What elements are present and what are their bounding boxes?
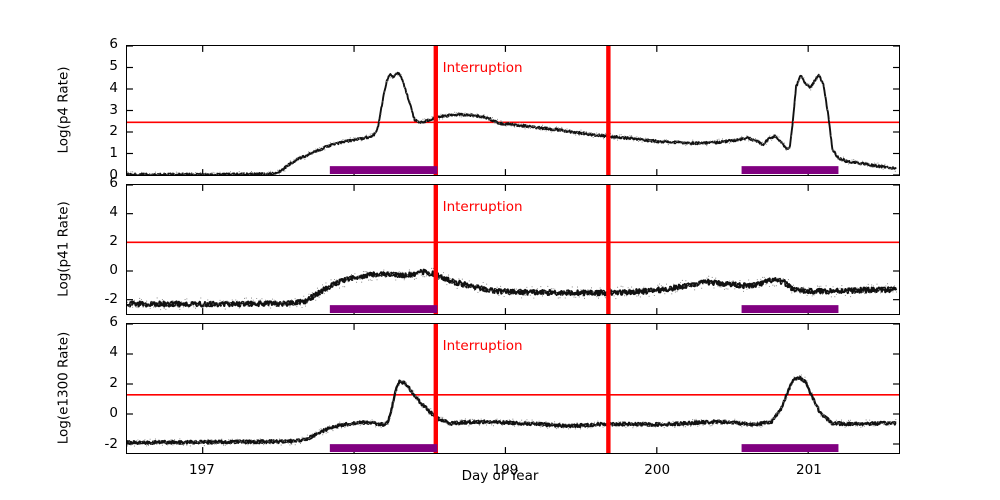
y-tick-label: 6: [109, 314, 118, 330]
y-tick-label: 4: [109, 79, 118, 96]
y-tick-label: 6: [109, 36, 118, 52]
y-tick-label: 0: [109, 167, 118, 183]
y-axis-label-p4: Log(p4 Rate): [55, 65, 71, 154]
plot-canvas-e1300: [127, 324, 899, 453]
plot-panel-p4: [126, 45, 900, 176]
x-tick-label: 197: [188, 462, 215, 478]
y-tick-label: 4: [109, 204, 118, 221]
coverage-bar: [741, 305, 839, 314]
interruption-label-e1300: Interruption: [442, 338, 523, 354]
coverage-bar: [329, 444, 438, 453]
interruption-label-p41: Interruption: [442, 199, 523, 215]
y-tick-label: 6: [109, 175, 118, 191]
coverage-bar: [741, 444, 839, 453]
plot-canvas-p41: [127, 185, 899, 314]
y-axis-label-e1300: Log(e1300 Rate): [55, 331, 71, 444]
data-series-p4: [127, 71, 897, 175]
y-tick-label: -2: [104, 435, 118, 452]
series-trace: [127, 375, 897, 445]
x-tick-label: 199: [492, 462, 519, 478]
data-series-p41: [127, 267, 898, 311]
y-tick-label: 0: [109, 405, 118, 422]
x-axis-label: Day of Year: [461, 468, 539, 484]
series-scatter-halo: [127, 267, 897, 311]
y-axis-label-p41: Log(p41 Rate): [55, 200, 71, 297]
x-tick-label: 200: [644, 462, 671, 478]
series-trace: [127, 268, 898, 308]
y-tick-label: 2: [109, 123, 118, 140]
y-tick-label: 4: [109, 344, 118, 361]
plot-panel-p41: [126, 184, 900, 315]
y-tick-label: -2: [104, 291, 118, 308]
x-tick-label: 201: [796, 462, 822, 478]
data-series-e1300: [127, 374, 897, 447]
y-tick-label: 2: [109, 233, 118, 250]
plot-panel-e1300: [126, 323, 900, 454]
x-tick-label: 198: [340, 462, 367, 478]
interruption-label-p4: Interruption: [442, 60, 523, 76]
y-tick-label: 0: [109, 262, 118, 279]
y-tick-label: 1: [109, 145, 118, 162]
plot-canvas-p4: [127, 46, 899, 175]
series-scatter-halo: [127, 72, 896, 175]
coverage-bar: [741, 166, 839, 175]
series-trace: [127, 71, 897, 175]
series-scatter-halo: [127, 374, 897, 447]
y-tick-label: 5: [109, 57, 118, 74]
coverage-bar: [329, 166, 438, 175]
coverage-bar: [329, 305, 438, 314]
y-tick-label: 3: [109, 101, 118, 118]
y-tick-label: 2: [109, 374, 118, 391]
